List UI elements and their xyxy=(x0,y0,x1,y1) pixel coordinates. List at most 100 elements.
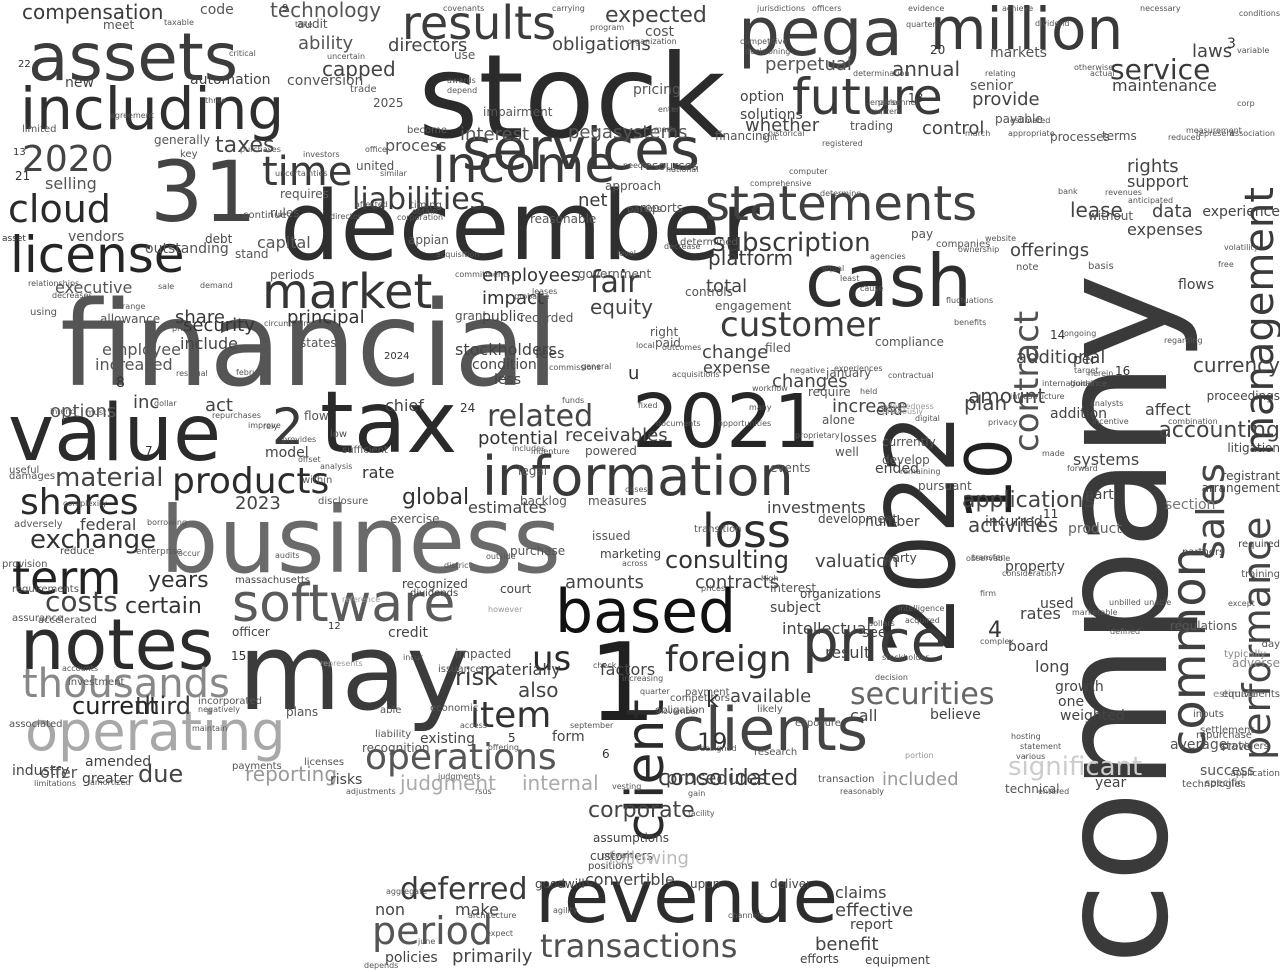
word-actual: actual xyxy=(1090,69,1115,78)
word-may: may xyxy=(238,611,469,734)
word-adversely: adversely xyxy=(14,519,63,530)
word-available: available xyxy=(730,686,812,707)
word-program: program xyxy=(590,23,625,32)
word-consolidated: consolidated xyxy=(658,766,799,791)
word-range: range xyxy=(122,302,146,311)
word-needs: needs xyxy=(623,161,648,170)
word-3: 3 xyxy=(1227,36,1236,52)
word-occur: occur xyxy=(178,549,201,558)
word-appropriate: appropriate xyxy=(1008,129,1055,138)
word-statement: statement xyxy=(1020,742,1062,751)
word-various: various xyxy=(1016,752,1046,761)
word-financing: financing xyxy=(715,129,771,143)
word-capital: capital xyxy=(257,233,311,252)
word-general: general xyxy=(581,362,612,371)
word-commissions: commissions xyxy=(549,363,601,372)
word-additional: additional xyxy=(1016,347,1106,368)
word-adverse: adverse xyxy=(1231,656,1280,670)
word-u: u xyxy=(628,363,640,384)
word-recognition: recognition xyxy=(362,741,430,755)
word-rates: rates xyxy=(1020,604,1061,623)
word-information: information xyxy=(482,445,794,508)
word-agreement: agreement xyxy=(110,111,154,120)
word-4: 4 xyxy=(988,618,1002,643)
word-included: included xyxy=(882,769,959,790)
word-outside: outside xyxy=(486,552,516,561)
word-decision: decision xyxy=(875,673,908,682)
word-outstanding: outstanding xyxy=(145,241,229,257)
word-change: change xyxy=(702,342,769,363)
word-periods: periods xyxy=(270,268,315,282)
word-audits: audits xyxy=(275,551,300,560)
word-processes: processes xyxy=(1050,130,1110,144)
word-held: held xyxy=(860,387,878,396)
word-united: united xyxy=(356,159,395,173)
word-options: options xyxy=(50,401,117,422)
word-assumptions: assumptions xyxy=(593,831,670,845)
word-comprehensive: comprehensive xyxy=(750,179,812,188)
word-loss: loss xyxy=(702,504,791,558)
word-fluctuations: fluctuations xyxy=(946,296,994,305)
word-us: us xyxy=(532,639,572,679)
word-party: party xyxy=(885,551,917,565)
word-incentive: incentive xyxy=(1092,417,1129,426)
word-assets: assets xyxy=(28,19,239,96)
word-relationships: relationships xyxy=(28,279,80,288)
word-intelligence: intelligence xyxy=(898,604,945,613)
word-call: call xyxy=(850,706,878,725)
word-customers: customers xyxy=(590,849,653,863)
word-24: 24 xyxy=(460,401,476,415)
word-filed: filed xyxy=(765,341,791,355)
word-stockholders: stockholders xyxy=(455,340,557,359)
word-2024: 2024 xyxy=(384,351,410,362)
word-research: research xyxy=(754,747,798,758)
word-day: day xyxy=(1261,639,1280,650)
word-technologies: technologies xyxy=(1182,779,1246,790)
word-efforts: efforts xyxy=(800,952,839,966)
word-potential: potential xyxy=(478,428,559,449)
word-critical: critical xyxy=(229,49,256,58)
word-sufficient: sufficient xyxy=(342,445,388,456)
word-parties: parties xyxy=(627,204,662,215)
word-architecture: architecture xyxy=(468,911,517,920)
word-limitations: limitations xyxy=(34,779,76,788)
word-international: international xyxy=(1042,379,1093,388)
word-specific: specific xyxy=(1205,778,1243,789)
word-maintain: maintain xyxy=(192,724,228,733)
word-14: 14 xyxy=(1050,328,1066,342)
word-principal: principal xyxy=(287,307,365,328)
word-period: period xyxy=(372,909,494,953)
word-market: market xyxy=(262,264,433,320)
word-directors: directors xyxy=(388,35,468,56)
word-herein: herein xyxy=(1088,369,1114,378)
word-cause: cause xyxy=(860,284,884,293)
word-regulations: regulations xyxy=(1170,619,1238,633)
word-2: 2 xyxy=(272,398,304,456)
word-demand: demand xyxy=(200,281,233,290)
word-issued: issued xyxy=(592,529,631,543)
word-pega: pega xyxy=(738,0,903,71)
word-level: level xyxy=(617,249,637,258)
word-value: value xyxy=(8,389,222,479)
word-expenses: expenses xyxy=(1127,220,1203,239)
word-services: services xyxy=(462,115,700,183)
word-jurisdictions: jurisdictions xyxy=(757,4,806,13)
word-limited: limited xyxy=(22,124,57,135)
word-necessary: necessary xyxy=(1140,4,1181,13)
word-required: required xyxy=(1238,539,1280,550)
word-certain: certain xyxy=(125,594,202,619)
word-8: 8 xyxy=(116,375,125,391)
word-addition: addition xyxy=(1050,406,1108,422)
word-approach: approach xyxy=(605,179,662,193)
word-expect: expect xyxy=(486,929,514,938)
word-cash: cash xyxy=(805,239,972,323)
word-accelerated: accelerated xyxy=(38,615,97,626)
word-typically: typically xyxy=(1224,649,1267,660)
word-control: control xyxy=(922,118,985,139)
word-liabilities: liabilities xyxy=(352,182,486,217)
word-gain: gain xyxy=(688,789,706,798)
word-lease: lease xyxy=(1070,198,1123,222)
word-designed: designed xyxy=(700,744,737,753)
word-local: local xyxy=(636,341,655,350)
word-november: november xyxy=(658,707,699,716)
